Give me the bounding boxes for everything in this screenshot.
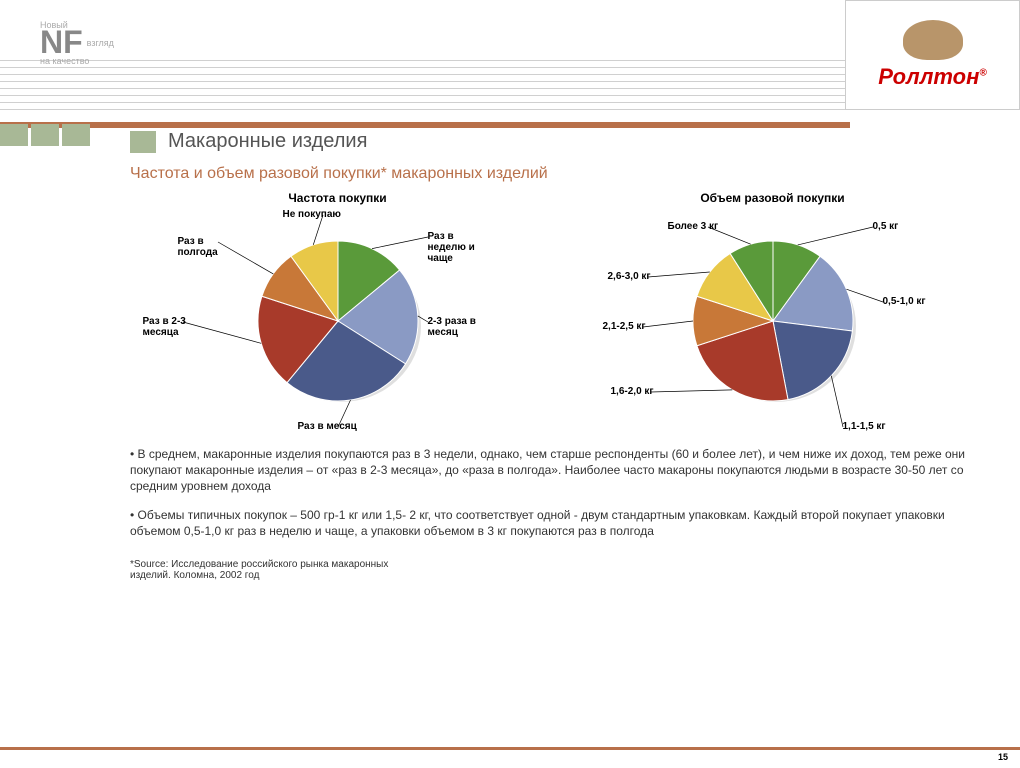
pie-label: Раз в 2-3месяца	[143, 316, 186, 338]
chart1: Частота покупки Раз внеделю ичаще 2-3 раз…	[138, 191, 538, 431]
pie-label: 2,1-2,5 кг	[603, 321, 646, 332]
header-stripe	[0, 122, 850, 128]
pie-label: Более 3 кг	[668, 221, 719, 232]
stripe-squares	[0, 124, 90, 146]
chart1-pie: Раз внеделю ичаще 2-3 раза вмесяц Раз в ме…	[138, 211, 538, 431]
rollton-icon	[903, 20, 963, 60]
chart2-pie: 0,5 кг 0,5-1,0 кг 1,1-1,5 кг 1,6-2,0 кг 2,1-…	[573, 211, 973, 431]
pie-label: 0,5-1,0 кг	[883, 296, 926, 307]
logo-nf-mid: NF	[40, 30, 83, 56]
bullet-1: • В среднем, макаронные изделия покупают…	[130, 446, 980, 495]
header: Новый NF взгляд на качество Роллтон®	[0, 0, 1020, 130]
logo-nf-side: взгляд	[87, 38, 114, 48]
bullet-2: • Объемы типичных покупок – 500 гр-1 кг …	[130, 507, 980, 539]
rollton-text: Роллтон®	[878, 64, 987, 90]
pie-label: Не покупаю	[283, 209, 341, 220]
chart2-title: Объем разовой покупки	[573, 191, 973, 205]
page-number: 15	[998, 752, 1008, 762]
content: Макаронные изделия Частота и объем разов…	[0, 130, 1020, 581]
footer-stripe	[0, 747, 1020, 750]
header-lines	[0, 10, 850, 110]
pie-label: Раз в месяц	[298, 421, 357, 432]
charts: Частота покупки Раз внеделю ичаще 2-3 раз…	[130, 191, 980, 431]
chart1-title: Частота покупки	[138, 191, 538, 205]
footnote: *Source: Исследование российского рынка …	[130, 559, 430, 581]
subtitle: Частота и объем разовой покупки* макарон…	[130, 165, 980, 183]
pie-label: 2,6-3,0 кг	[608, 271, 651, 282]
pie-label: Раз внеделю ичаще	[428, 231, 475, 264]
logo-nf: Новый NF взгляд на качество	[40, 20, 114, 66]
pie-label: 1,6-2,0 кг	[611, 386, 654, 397]
title-row: Макаронные изделия	[130, 130, 980, 153]
logo-rollton: Роллтон®	[845, 0, 1020, 110]
bullets: • В среднем, макаронные изделия покупают…	[130, 446, 980, 539]
title-square	[130, 131, 156, 153]
logo-nf-bottom: на качество	[40, 56, 114, 66]
pie-label: 1,1-1,5 кг	[843, 421, 886, 432]
main-title: Макаронные изделия	[168, 130, 367, 153]
pie-label: 2-3 раза вмесяц	[428, 316, 476, 338]
pie-label: Раз вполгода	[178, 236, 218, 258]
pie-label: 0,5 кг	[873, 221, 899, 232]
chart2: Объем разовой покупки 0,5 кг 0,5-1,0 кг 1,…	[573, 191, 973, 431]
